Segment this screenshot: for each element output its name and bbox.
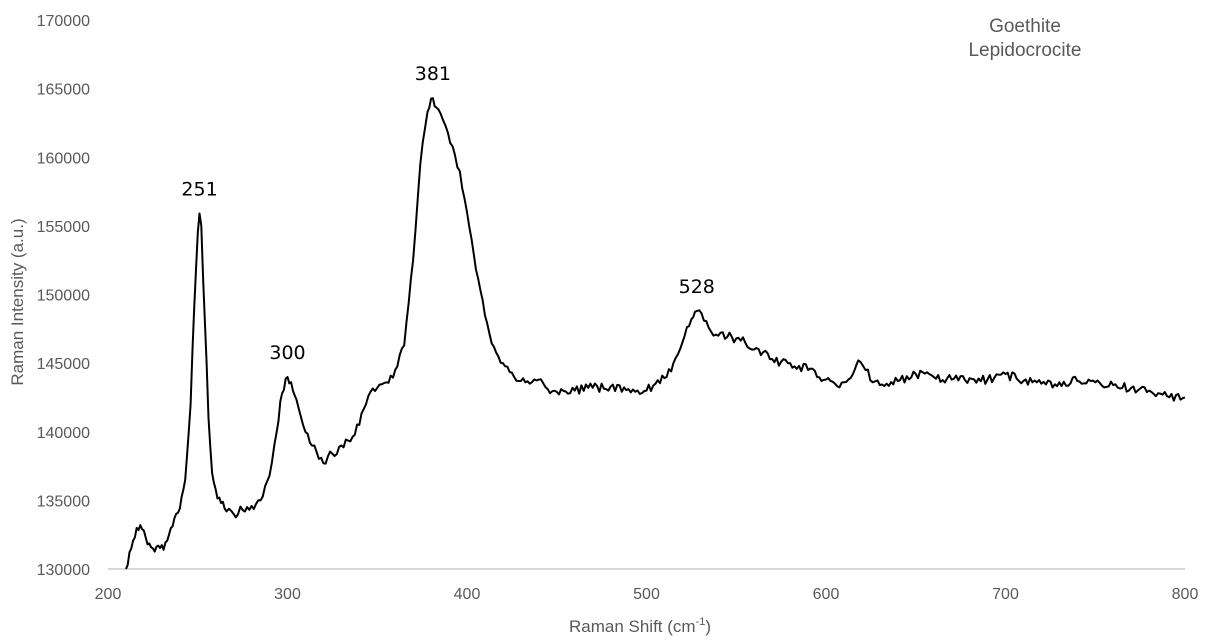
x-tick-label: 800	[1172, 586, 1199, 603]
y-tick-label: 140000	[37, 425, 90, 442]
legend-entry: Goethite	[989, 16, 1061, 37]
x-axis-ticks: 200 300 400 500 600 700 800	[95, 586, 1199, 603]
legend-entry: Lepidocrocite	[968, 40, 1081, 61]
x-tick-label: 200	[95, 586, 122, 603]
y-tick-label: 165000	[37, 82, 90, 99]
x-tick-label: 500	[633, 586, 660, 603]
peak-label-300: 300	[269, 342, 305, 364]
x-tick-label: 600	[813, 586, 840, 603]
y-tick-label: 170000	[37, 13, 90, 30]
peak-label-381: 381	[415, 63, 451, 85]
x-tick-label: 400	[454, 586, 481, 603]
y-tick-label: 130000	[37, 562, 90, 579]
peak-annotations: 251 300 381 528	[181, 63, 714, 364]
y-tick-label: 135000	[37, 493, 90, 510]
x-tick-label: 300	[274, 586, 301, 603]
y-tick-label: 160000	[37, 150, 90, 167]
y-tick-label: 145000	[37, 356, 90, 373]
y-axis-title: Raman Intensity (a.u.)	[8, 218, 27, 385]
y-axis-ticks: 130000 135000 140000 145000 150000 155000 1600…	[37, 13, 90, 579]
peak-label-251: 251	[181, 179, 217, 201]
x-axis-title: Raman Shift (cm-1)	[569, 616, 711, 636]
spectrum-line	[125, 97, 1186, 570]
y-tick-label: 155000	[37, 219, 90, 236]
x-tick-label: 700	[992, 586, 1019, 603]
peak-label-528: 528	[679, 276, 715, 298]
y-tick-label: 150000	[37, 288, 90, 305]
legend: Goethite Lepidocrocite	[968, 16, 1081, 61]
